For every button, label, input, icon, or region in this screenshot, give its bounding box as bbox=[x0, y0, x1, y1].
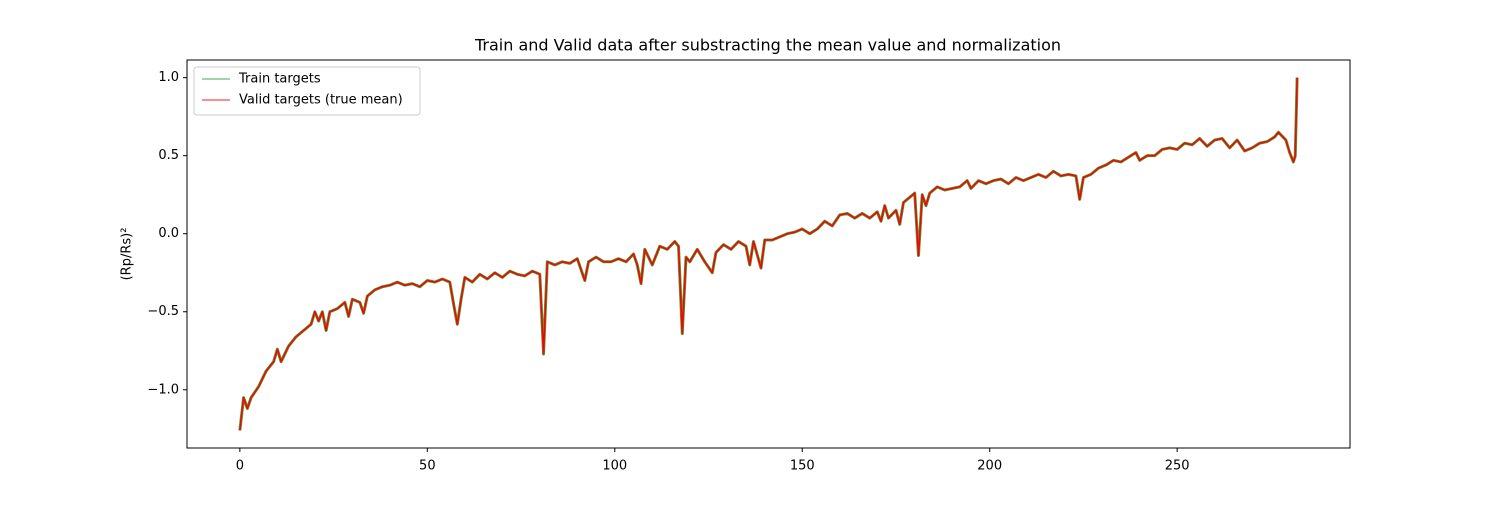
x-tick-label: 0 bbox=[236, 459, 244, 474]
chart-title: Train and Valid data after substracting … bbox=[474, 36, 1061, 55]
y-tick-label: 0.5 bbox=[158, 148, 179, 163]
legend-label: Valid targets (true mean) bbox=[239, 93, 403, 108]
legend-label: Train targets bbox=[238, 72, 321, 87]
plot-frame bbox=[186, 59, 1351, 449]
x-tick-label: 50 bbox=[419, 459, 436, 474]
data-line bbox=[239, 77, 1298, 431]
x-tick-label: 250 bbox=[1165, 459, 1190, 474]
y-tick-label: −1.0 bbox=[147, 382, 179, 397]
y-tick-label: −0.5 bbox=[147, 304, 179, 319]
legend-box bbox=[193, 66, 421, 116]
y-tick-label: 1.0 bbox=[158, 70, 179, 85]
x-tick-label: 150 bbox=[790, 459, 815, 474]
x-tick-label: 100 bbox=[602, 459, 627, 474]
y-axis-label: (Rp/Rs)² bbox=[120, 228, 135, 281]
x-tick-label: 200 bbox=[977, 459, 1002, 474]
data-line bbox=[238, 77, 1299, 431]
y-tick-label: 0.0 bbox=[158, 226, 179, 241]
